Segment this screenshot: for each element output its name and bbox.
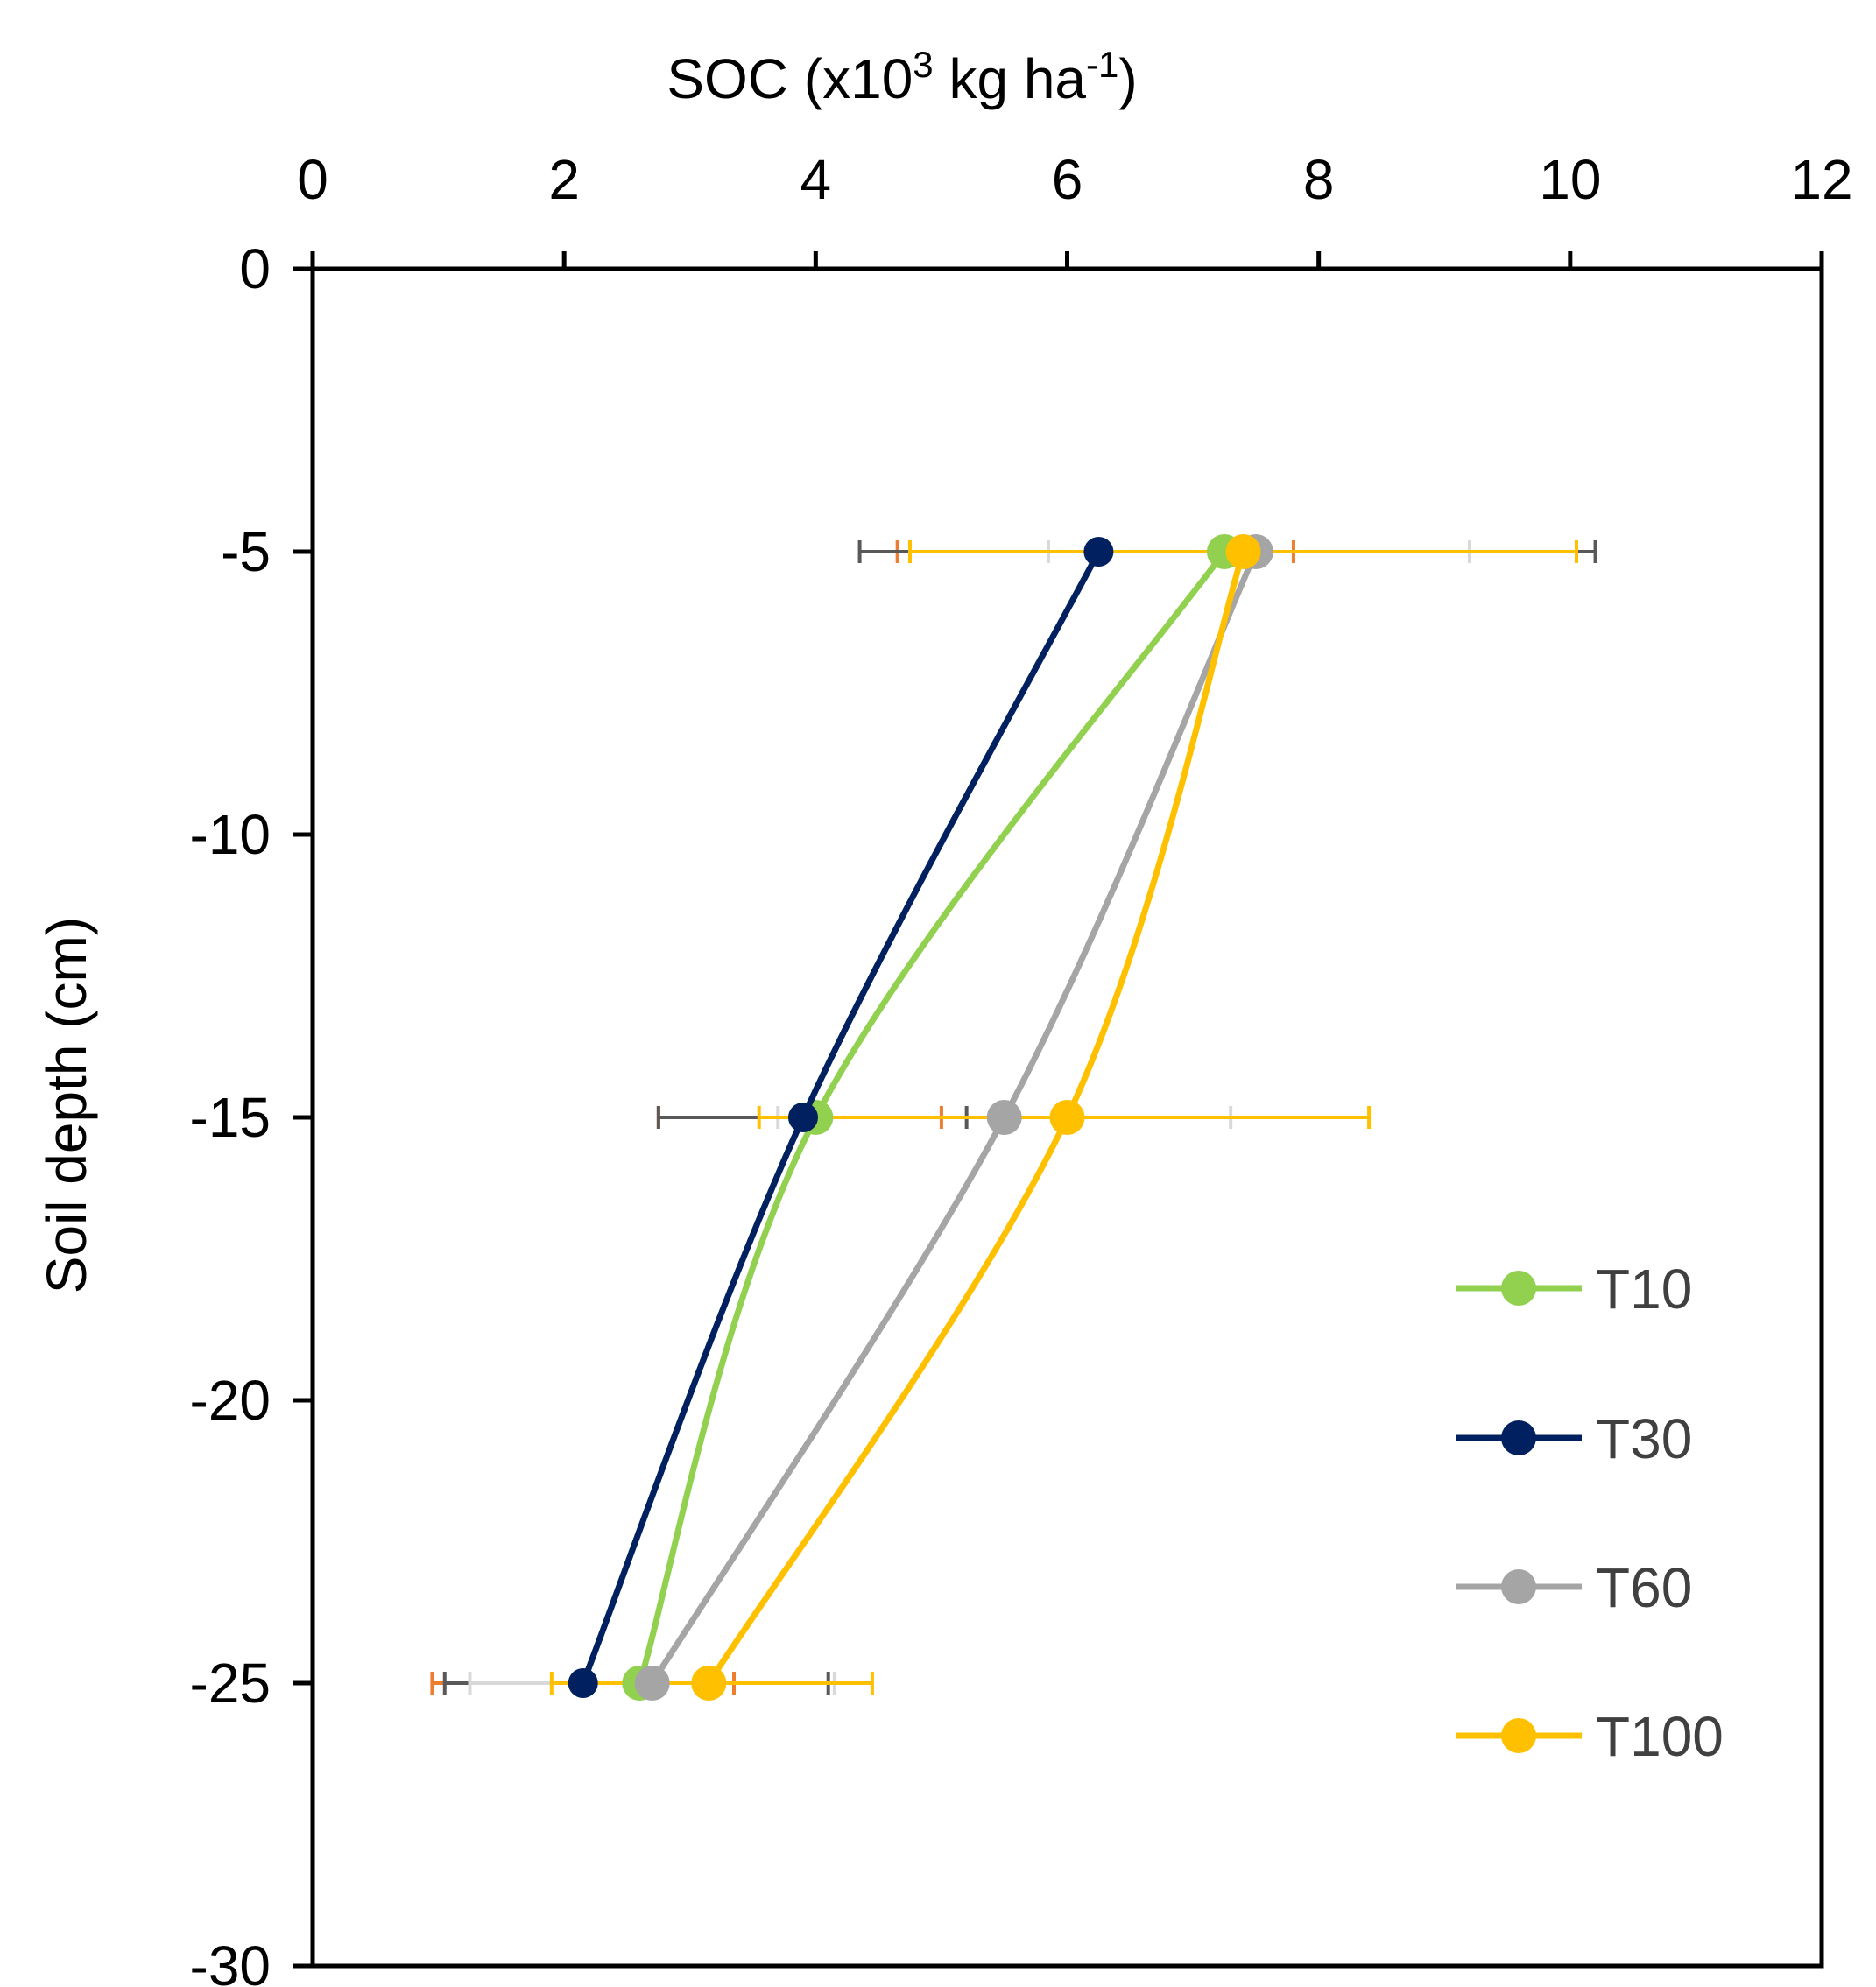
x-tick-label: 0 xyxy=(297,148,328,211)
x-tick-label: 2 xyxy=(548,148,580,211)
x-tick-label: 6 xyxy=(1052,148,1083,211)
legend-label-t60: T60 xyxy=(1596,1556,1692,1619)
y-tick-label: -10 xyxy=(190,803,272,866)
legend-marker-t60 xyxy=(1501,1569,1536,1604)
x-tick-label: 8 xyxy=(1303,148,1335,211)
legend-marker-t100 xyxy=(1501,1718,1536,1753)
data-point-t30 xyxy=(568,1668,598,1698)
x-axis-title: SOC (x103 kg ha-1) xyxy=(666,44,1137,110)
y-tick-label: -15 xyxy=(190,1086,272,1149)
legend-marker-t30 xyxy=(1501,1420,1536,1455)
data-point-t60 xyxy=(634,1666,670,1701)
data-point-t30 xyxy=(787,1103,818,1132)
legend-label-t100: T100 xyxy=(1596,1705,1724,1768)
y-axis-title: Soil depth (cm) xyxy=(35,917,98,1293)
plot-area: 0 2 4 6 8 10 12 0 -5 -10 -15 -20 -25 -30 xyxy=(190,148,1853,1987)
data-point-t60 xyxy=(986,1100,1022,1135)
y-tick-label: -25 xyxy=(190,1652,272,1715)
legend-label-t10: T10 xyxy=(1596,1258,1692,1321)
y-tick-label: -5 xyxy=(221,520,271,583)
legend-label-t30: T30 xyxy=(1596,1407,1692,1470)
legend-marker-t10 xyxy=(1501,1271,1536,1306)
data-point-t100 xyxy=(1225,534,1261,569)
x-tick-label: 10 xyxy=(1539,148,1601,211)
legend: T10 T30 T60 T100 xyxy=(1456,1258,1724,1768)
data-point-t30 xyxy=(1083,537,1114,567)
data-point-t100 xyxy=(691,1666,727,1701)
y-tick-label: 0 xyxy=(239,237,271,300)
y-tick-label: -20 xyxy=(190,1369,272,1432)
x-tick-label: 4 xyxy=(800,148,832,211)
x-tick-label: 12 xyxy=(1790,148,1852,211)
y-tick-label: -30 xyxy=(190,1934,272,1987)
data-point-t100 xyxy=(1049,1100,1085,1135)
